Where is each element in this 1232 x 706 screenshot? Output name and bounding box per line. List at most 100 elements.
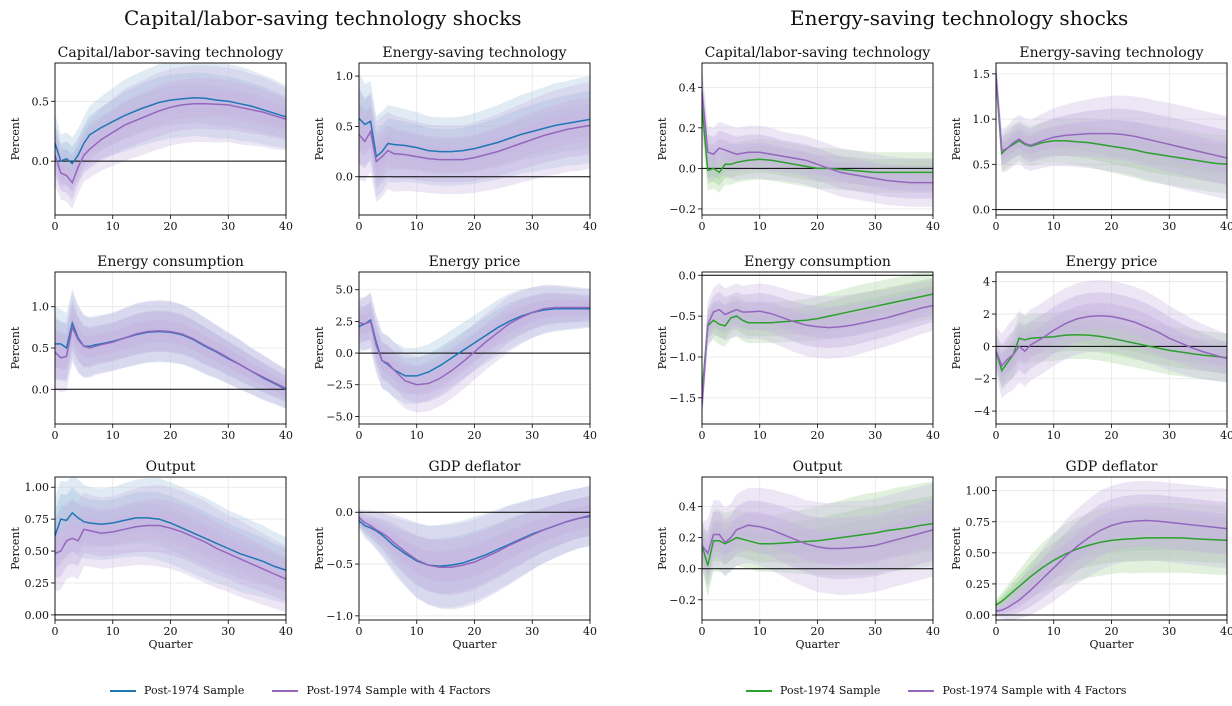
panel-title: Output	[793, 459, 843, 475]
series-line-blue	[55, 96, 286, 165]
series-line-purple	[55, 102, 286, 185]
y-axis-label: Percent	[656, 117, 669, 160]
y-tick-label: 2.5	[336, 315, 354, 328]
y-tick-label: 0.00	[966, 609, 991, 622]
y-tick-label: 1.0	[32, 301, 50, 314]
y-tick-label: 0.2	[679, 122, 697, 135]
x-tick-label: 40	[583, 429, 597, 442]
x-tick-label: 20	[1105, 220, 1119, 233]
y-tick-label: 5.0	[336, 284, 354, 297]
x-tick-label: 40	[279, 220, 293, 233]
panel-12: 0 10 20 30 40 0.00 0.25 0.50 0.75 1.00 GDP deflato…	[950, 459, 1232, 651]
y-tick-label: 0.0	[336, 506, 354, 519]
y-tick-label: 1.5	[973, 68, 991, 81]
x-tick-label: 20	[811, 625, 825, 638]
y-tick-label: −4	[974, 405, 990, 418]
confidence-band	[996, 506, 1227, 614]
confidence-band	[55, 292, 286, 409]
series-line-green	[702, 107, 933, 174]
x-tick-label: 30	[221, 220, 235, 233]
panel-plot-area	[55, 63, 286, 210]
y-axis-label: Percent	[313, 526, 326, 569]
y-axis-label: Percent	[9, 526, 22, 569]
y-tick-label: 1.0	[336, 70, 354, 83]
y-tick-label: 0.25	[25, 577, 50, 590]
series-line-blue	[359, 117, 590, 159]
legend-swatch-blue	[110, 689, 136, 692]
x-tick-label: 20	[468, 220, 482, 233]
legend-item-post1974: Post-1974 Sample	[110, 684, 244, 697]
x-tick-label: 10	[1047, 220, 1061, 233]
series-line-purple	[359, 306, 590, 386]
series-line-purple	[702, 304, 933, 407]
y-tick-label: 0.2	[679, 532, 697, 545]
x-tick-label: 0	[993, 429, 1000, 442]
x-tick-label: 10	[410, 625, 424, 638]
y-tick-label: 2	[983, 308, 990, 321]
x-tick-label: 40	[926, 429, 940, 442]
panel-plot-area	[702, 481, 933, 597]
panel-plot-area	[359, 73, 590, 202]
y-tick-label: 0.0	[336, 171, 354, 184]
legend-label: Post-1974 Sample with 4 Factors	[942, 684, 1127, 697]
x-tick-label: 0	[356, 429, 363, 442]
x-tick-label: 30	[1162, 429, 1176, 442]
legend-swatch-purple	[272, 689, 299, 692]
legend-label: Post-1974 Sample	[780, 684, 881, 697]
x-tick-label: 20	[811, 220, 825, 233]
panel-10: 0 10 20 30 40 −1.0 −0.5 0.0 GDP deflator Percent Q…	[313, 459, 597, 651]
panel-plot-area	[359, 485, 590, 610]
panel-plot-area	[996, 480, 1227, 620]
panel-plot-area	[359, 284, 590, 413]
y-tick-label: 0.75	[966, 516, 991, 529]
x-tick-label: 0	[699, 625, 706, 638]
y-tick-label: 1.0	[973, 113, 991, 126]
x-tick-label: 10	[410, 220, 424, 233]
x-tick-label: 30	[525, 625, 539, 638]
panel-title: Energy price	[1066, 254, 1158, 270]
x-tick-label: 0	[699, 220, 706, 233]
x-tick-label: 30	[525, 220, 539, 233]
y-tick-label: 1.00	[966, 485, 991, 498]
confidence-band	[359, 109, 590, 177]
x-tick-label: 20	[811, 429, 825, 442]
y-tick-label: 0.50	[966, 547, 991, 560]
confidence-band	[55, 314, 286, 396]
panel-plot-area	[702, 63, 933, 207]
x-tick-label: 10	[1047, 625, 1061, 638]
panel-11: 0 10 20 30 40 −0.2 0.0 0.2 0.4 Output Percent Quart…	[656, 459, 940, 651]
x-tick-label: 20	[164, 625, 178, 638]
legend-label: Post-1974 Sample	[144, 684, 245, 697]
x-axis-label: Quarter	[1089, 638, 1134, 651]
confidence-band	[996, 302, 1227, 378]
panel-title: Output	[146, 459, 196, 475]
y-axis-label: Percent	[9, 117, 22, 160]
y-axis-label: Percent	[313, 117, 326, 160]
legend-item-post1974: Post-1974 Sample	[746, 684, 880, 697]
y-tick-label: −2	[974, 373, 990, 386]
confidence-band	[55, 89, 286, 193]
panel-title: Energy-saving technology	[382, 45, 566, 61]
y-axis-label: Percent	[950, 326, 963, 369]
x-tick-label: 0	[993, 220, 1000, 233]
x-tick-label: 30	[221, 625, 235, 638]
y-tick-label: −1.0	[669, 351, 696, 364]
x-tick-label: 40	[583, 220, 597, 233]
y-tick-label: 0.50	[25, 545, 50, 558]
y-tick-label: −1.0	[326, 610, 353, 623]
confidence-band	[55, 304, 286, 402]
legend-item-4factors: Post-1974 Sample with 4 Factors	[272, 684, 490, 697]
x-tick-label: 40	[583, 625, 597, 638]
legend-left: Post-1974 Sample Post-1974 Sample with 4…	[110, 684, 490, 697]
y-tick-label: 0.00	[25, 609, 50, 622]
panel-title: Energy price	[429, 254, 521, 270]
x-tick-label: 0	[52, 220, 59, 233]
confidence-band	[359, 299, 590, 395]
x-axis-label: Quarter	[452, 638, 497, 651]
x-tick-label: 0	[993, 625, 1000, 638]
x-tick-label: 20	[468, 429, 482, 442]
legend-swatch-green	[746, 689, 772, 692]
series-line-blue	[55, 511, 286, 571]
confidence-band	[55, 510, 286, 592]
